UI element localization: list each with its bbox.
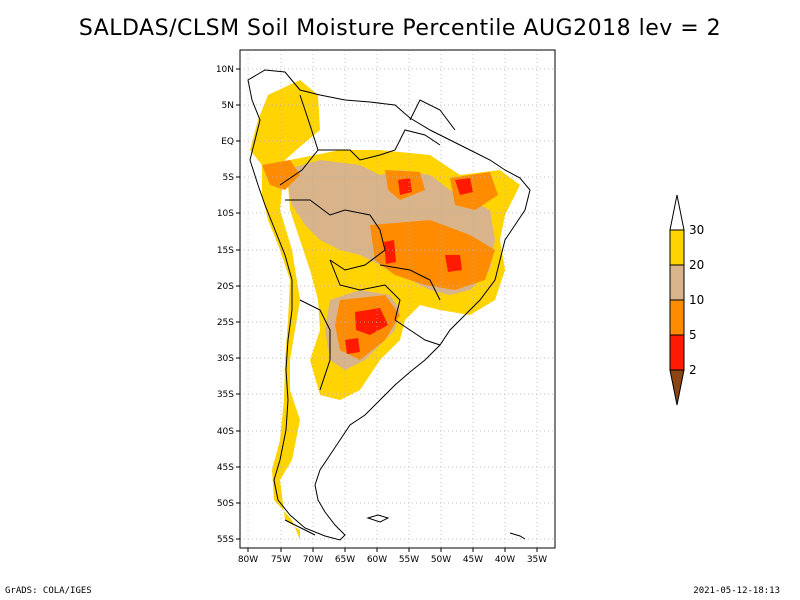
colorbar-legend: [669, 194, 685, 406]
colorbar-label: 30: [689, 223, 704, 237]
colorbar-label: 10: [689, 293, 704, 307]
region-yellow-west: [250, 80, 320, 540]
timestamp: 2021-05-12-18:13: [693, 586, 780, 596]
region-red-6: [345, 338, 360, 354]
lat-label: 10N: [216, 65, 234, 75]
lon-label: 75W: [271, 555, 291, 565]
region-red-2: [455, 178, 473, 195]
lon-label: 70W: [303, 555, 323, 565]
axis-ticks: [236, 68, 538, 552]
grads-credit: GrADS: COLA/IGES: [5, 586, 92, 596]
lon-label: 80W: [238, 555, 258, 565]
lat-label: 50S: [217, 499, 234, 509]
lat-label: 30S: [217, 354, 234, 364]
map-title: SALDAS/CLSM Soil Moisture Percentile AUG…: [78, 16, 722, 41]
map-frame: [239, 49, 556, 549]
colorbar-label: 5: [689, 328, 697, 342]
lat-label: 10S: [217, 209, 234, 219]
longitude-labels: 80W 75W 70W 65W 60W 55W 50W 45W 40W 35W: [238, 555, 547, 565]
colorbar-top-triangle: [669, 194, 685, 231]
colorbar-swatch-10-20: [669, 264, 685, 301]
lat-label: 55S: [217, 535, 234, 545]
lon-label: 65W: [335, 555, 355, 565]
colorbar-label: 20: [689, 258, 704, 272]
lon-label: 50W: [431, 555, 451, 565]
coastline: [247, 69, 531, 541]
lat-label: EQ: [221, 137, 234, 147]
percentile-shading-layer: [250, 80, 520, 540]
region-red-1: [398, 178, 412, 195]
lat-label: 40S: [217, 427, 234, 437]
lat-label: 45S: [217, 463, 234, 473]
lon-label: 45W: [463, 555, 483, 565]
lat-label: 20S: [217, 282, 234, 292]
lon-label: 60W: [367, 555, 387, 565]
colorbar-bottom-triangle: [669, 369, 685, 406]
lat-label: 15S: [217, 246, 234, 256]
lon-label: 55W: [399, 555, 419, 565]
region-orange-4: [370, 220, 495, 290]
colorbar-label: 2: [689, 363, 697, 377]
lat-label: 5N: [222, 101, 234, 111]
latitude-labels: 10N 5N EQ 5S 10S 15S 20S 25S 30S 35S 40S…: [216, 65, 234, 545]
lat-label: 35S: [217, 390, 234, 400]
colorbar-swatch-2-5: [669, 334, 685, 371]
region-red-5: [355, 308, 388, 335]
lat-label: 5S: [223, 173, 235, 183]
colorbar-labels: 30 20 10 5 2: [689, 223, 704, 377]
region-red-4: [445, 255, 462, 272]
colorbar-swatch-5-10: [669, 299, 685, 336]
region-red-3: [384, 240, 396, 264]
lon-label: 40W: [495, 555, 515, 565]
lon-label: 35W: [527, 555, 547, 565]
lat-label: 25S: [217, 318, 234, 328]
colorbar-swatch-20-30: [669, 229, 685, 266]
